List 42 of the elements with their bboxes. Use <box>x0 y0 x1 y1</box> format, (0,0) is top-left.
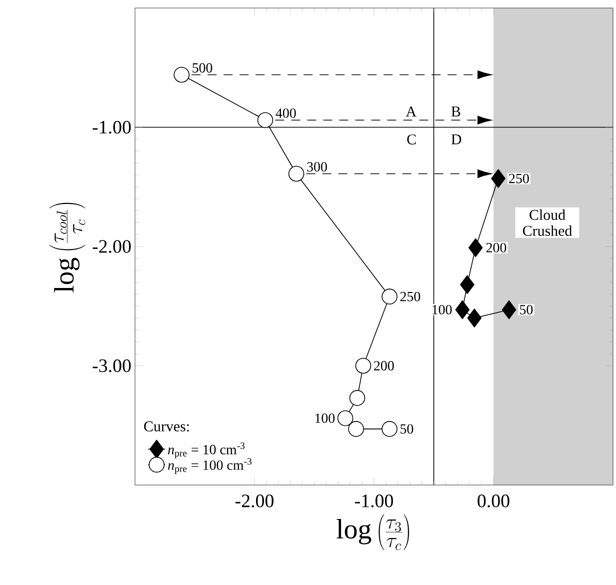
y-tick-label: -3.00 <box>92 359 131 372</box>
point <box>337 410 354 426</box>
annotation: 400 <box>276 108 296 118</box>
legend-label: n$_{pre}$ = 10 cm$^{-3}$ <box>168 442 245 458</box>
point <box>349 390 366 406</box>
point <box>491 169 506 188</box>
annotation: C <box>407 134 416 144</box>
point <box>468 238 483 258</box>
annotation: 100 <box>432 304 452 314</box>
annotation: B <box>451 106 460 116</box>
point <box>502 300 516 320</box>
point <box>355 358 372 374</box>
annotation: 200 <box>374 361 394 370</box>
point <box>455 300 470 320</box>
y-axis-title: $\log\left(\frac{\tau_{cool}}{\tau_c}\right)$ <box>49 202 86 292</box>
y-tick-label: -1.00 <box>92 120 131 134</box>
annotation: 100 <box>315 414 335 423</box>
x-tick-label: -1.00 <box>354 494 393 508</box>
annotation: 250 <box>400 292 420 302</box>
point <box>467 308 482 328</box>
point <box>382 421 398 437</box>
x-axis-title: $\log\left(\frac{\tau_3}{\tau_c}\right)$ <box>336 514 410 550</box>
annotation: 250 <box>509 174 529 184</box>
point <box>174 66 190 83</box>
band-label: Cloud Crushed <box>522 209 572 236</box>
point <box>348 421 364 437</box>
annotation: 500 <box>192 63 212 73</box>
annotation: D <box>451 134 462 144</box>
point <box>382 288 398 304</box>
annotation: 50 <box>400 424 414 434</box>
x-tick-label: -2.00 <box>235 494 274 508</box>
annotation: A <box>406 106 416 116</box>
annotation: 50 <box>520 304 533 314</box>
point <box>257 112 274 128</box>
legend-label: n$_{pre}$ = 100 cm$^{-3}$ <box>168 458 252 474</box>
point <box>460 275 474 294</box>
legend-title: Curves: <box>144 421 189 432</box>
annotation: 300 <box>307 162 327 172</box>
y-tick-label: -2.00 <box>92 240 131 253</box>
point <box>288 166 304 182</box>
x-tick-label: 0.00 <box>478 494 510 508</box>
annotation: 200 <box>486 242 506 252</box>
